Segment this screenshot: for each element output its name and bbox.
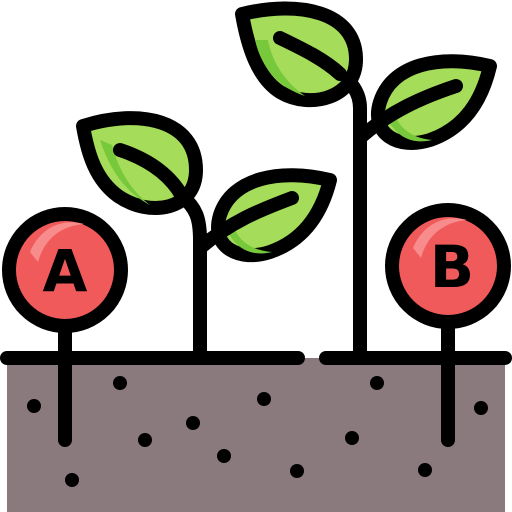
marker-b: B — [385, 203, 511, 447]
marker-b-label: B — [430, 233, 474, 301]
left-seedling — [76, 111, 337, 363]
marker-a-label: A — [43, 237, 88, 305]
right-seedling-leaf-2 — [371, 54, 497, 150]
soil — [0, 351, 512, 512]
soil-dots — [27, 376, 488, 487]
marker-a: A — [2, 207, 128, 447]
left-seedling-leaf-2 — [211, 168, 337, 263]
right-seedling — [235, 1, 497, 363]
